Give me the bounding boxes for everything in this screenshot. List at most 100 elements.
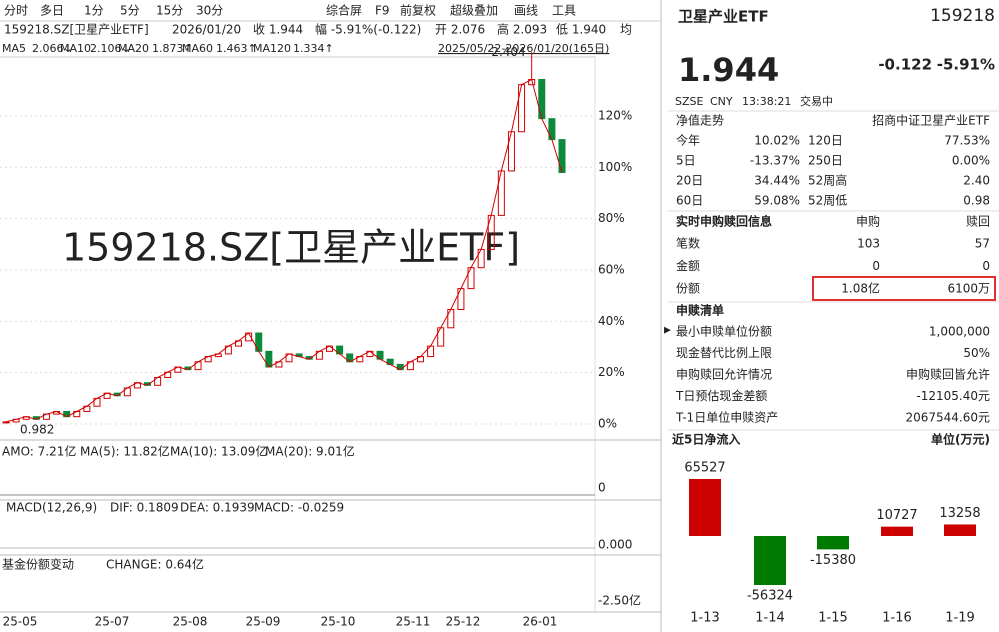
ma-label: MA120 [253,42,291,55]
quote-code: 159218 [930,6,995,26]
tool-button[interactable]: F9 [375,4,390,18]
x-tick-label: 1-19 [945,611,975,626]
bar [817,536,849,550]
macd-axis-label: 0.000 [598,538,632,552]
list-value: 50% [963,346,990,360]
nav-label: 5日 [676,154,696,168]
quote-price: 1.944 [678,51,779,89]
section-title: 实时申购赎回信息 [676,214,772,229]
value-label: 65527 [684,460,725,475]
bar [881,526,913,536]
rt-label: 笔数 [676,236,700,251]
candle [548,118,556,141]
period-tab[interactable]: 5分 [120,4,140,18]
quote-change: -0.122 [878,56,932,74]
period-tab[interactable]: 15分 [156,4,183,18]
nav-label: 60日 [676,194,703,208]
ma-value: 2.106↓ [90,42,131,55]
ma-value: 1.873↑ [152,42,193,55]
low-label: 0.982 [20,423,54,437]
status: SZSE [675,95,704,108]
period-tab[interactable]: 多日 [40,4,64,18]
tool-button[interactable]: 前复权 [400,3,436,18]
rt-value: 0 [982,259,990,273]
nav-label: 52周低 [808,194,847,208]
x-tick-label: 25-11 [396,615,431,629]
bar [754,536,786,586]
x-tick-label: 26-01 [523,615,558,629]
value-label: -56324 [747,589,793,604]
low: 低 1.940 [556,23,606,37]
macd-item: DIF: 0.1809 [110,501,179,515]
amo-axis-label: 0 [598,481,606,495]
macd-item: DEA: 0.1939 [180,501,255,515]
quote-pct: -5.91% [937,56,995,74]
nav-label: 52周高 [808,173,847,188]
list-value: 申购赎回皆允许 [906,367,990,382]
avg: 均 [620,23,632,37]
y-tick-label: 20% [598,365,625,379]
period-tab[interactable]: 30分 [196,4,223,18]
tool-button[interactable]: 画线 [514,4,538,18]
x-tick-label: 25-05 [3,615,38,629]
col-header: 申购 [856,214,880,229]
period-tab[interactable]: 1分 [84,4,104,18]
x-tick-label: 1-13 [690,611,720,626]
collapse-arrow[interactable]: ▶ [664,326,671,336]
ma-value: 1.463↑ [216,42,257,55]
nav-label: 20日 [676,174,703,188]
watermark: 159218.SZ[卫星产业ETF] [62,226,520,270]
tool-button[interactable]: 工具 [552,4,576,18]
fund-item: CHANGE: 0.64亿 [106,557,204,572]
x-tick-label: 25-10 [321,615,356,629]
period-tab[interactable]: 分时 [4,4,28,18]
amo-item: MA(5): 11.82亿 [80,444,170,459]
section-title: 申赎清单 [676,303,724,318]
x-tick-label: 25-08 [173,615,208,629]
nav-value: 2.40 [963,174,990,188]
tool-button[interactable]: 超级叠加 [450,3,498,18]
tool-button[interactable]: 综合屏 [326,3,362,18]
nav-index: 招商中证卫星产业ETF [872,113,990,128]
y-tick-label: 0% [598,417,617,431]
x-tick-label: 25-12 [446,615,481,629]
amo-item: MA(20): 9.01亿 [265,444,355,459]
macd-item: MACD: -0.0259 [254,501,344,515]
nav-title: 净值走势 [676,113,724,128]
list-label: T-1日单位申赎资产 [675,410,778,425]
bar [689,478,721,536]
list-value: 2067544.60元 [905,411,990,425]
quote-name: 卫星产业ETF [678,8,769,26]
chart-title: 近5日净流入 [672,432,740,447]
x-tick-label: 25-09 [246,615,281,629]
x-tick-label: 1-16 [882,611,912,626]
rt-value: 6100万 [947,282,990,296]
x-tick-label: 1-14 [755,611,785,626]
y-tick-label: 120% [598,108,632,122]
candle [255,332,263,352]
macd-item: MACD(12,26,9) [6,501,97,515]
candle [538,78,546,120]
nav-value: 0.00% [952,154,990,168]
list-value: 1,000,000 [929,325,990,339]
ma-label: MA10 [60,42,91,55]
nav-value: 77.53% [944,134,990,148]
rt-value: 103 [857,237,880,251]
close-line [5,78,563,423]
value-label: 10727 [876,508,917,523]
amo-item: AMO: 7.21亿 [2,444,76,459]
bar [944,524,976,536]
rt-label: 份额 [676,282,700,296]
highlight-box [812,276,996,301]
ma-value: 2.066↓ [32,42,73,55]
ma-label: MA60 [182,42,213,55]
list-label: T日预估现金差额 [675,388,767,403]
nav-value: -13.37% [750,154,800,168]
nav-label: 250日 [808,154,843,168]
change: 幅 -5.91%(-0.122) [315,22,421,37]
y-tick-label: 60% [598,262,625,276]
nav-value: 34.44% [754,174,800,188]
